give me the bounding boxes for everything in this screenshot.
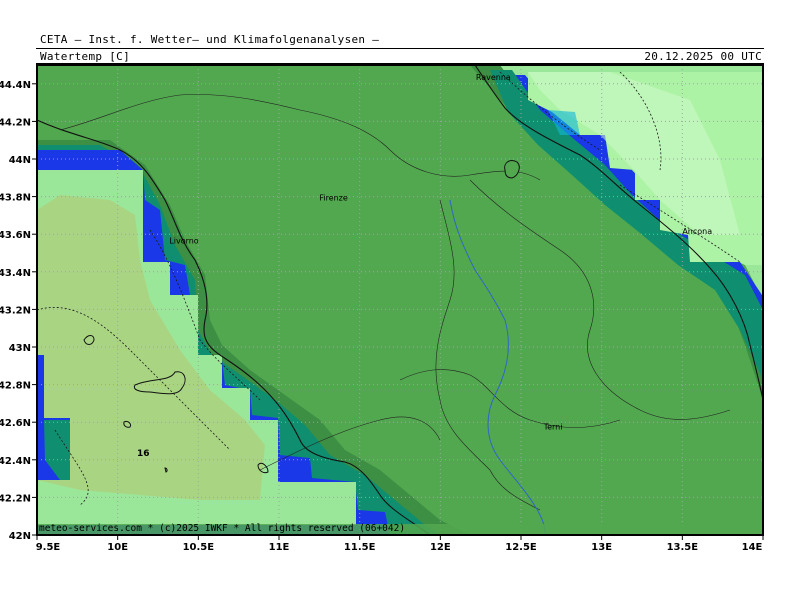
- islands: [83, 335, 269, 474]
- x-tick-label: 11.5E: [344, 542, 376, 553]
- header-divider-lower: [36, 63, 764, 64]
- contour-label: 16: [137, 449, 150, 459]
- y-tick-label: 44.4N: [0, 80, 31, 91]
- y-tick-label: 43.8N: [0, 193, 31, 204]
- x-tick-label: 11E: [269, 542, 290, 553]
- x-tick-label: 13E: [591, 542, 612, 553]
- y-tick-label: 42.8N: [0, 381, 31, 392]
- institute-title: CETA — Inst. f. Wetter— und Klimafolgena…: [40, 33, 380, 46]
- y-tick-label: 43.4N: [0, 268, 31, 279]
- city-labels: Ravenna Firenze Livorno Ancona Terni: [169, 73, 712, 432]
- bottom-strip: [37, 524, 763, 535]
- x-tick-label: 10.5E: [183, 542, 215, 553]
- x-tick-label: 12.5E: [505, 542, 537, 553]
- x-tick-label: 10E: [107, 542, 128, 553]
- city-label-livorno: Livorno: [169, 237, 199, 246]
- map-frame: [36, 64, 764, 536]
- y-tick-label: 44N: [9, 155, 31, 166]
- y-tick-label: 42N: [9, 531, 31, 542]
- city-label-ancona: Ancona: [682, 227, 712, 236]
- adriatic-teal-band: [490, 70, 763, 380]
- map-field: [37, 65, 763, 535]
- parameter-label: Watertemp [C]: [40, 50, 130, 63]
- regional-borders: [59, 94, 731, 511]
- x-tick-label: 9.5E: [36, 542, 61, 553]
- axis-ticks: 9.5E 10E 10.5E 11E 11.5E 12E 12.5E 13E 13.5E 14E 4…: [0, 80, 764, 553]
- city-label-ravenna: Ravenna: [476, 73, 511, 82]
- y-tick-label: 43.6N: [0, 230, 31, 241]
- lake-trasimeno: [504, 160, 520, 179]
- tyrrhenian-left-band: [44, 420, 70, 480]
- x-tick-label: 14E: [742, 542, 763, 553]
- city-label-terni: Terni: [543, 423, 563, 432]
- y-tick-label: 42.6N: [0, 418, 31, 429]
- adriatic-cyan-patch: [548, 110, 580, 135]
- city-label-firenze: Firenze: [319, 193, 348, 202]
- y-tick-label: 44.2N: [0, 117, 31, 128]
- adriatic-coastline: [474, 65, 763, 401]
- x-tick-label: 13.5E: [667, 542, 699, 553]
- tyrrhenian-coastline: [37, 119, 431, 535]
- tyrrhenian-warm-water: [37, 195, 265, 500]
- adriatic-coastal-band: [470, 65, 763, 400]
- header-divider: [36, 48, 764, 49]
- y-tick-label: 43N: [9, 343, 31, 354]
- y-tick-label: 42.2N: [0, 493, 31, 504]
- graticule: [37, 65, 763, 535]
- y-tick-label: 43.2N: [0, 305, 31, 316]
- y-tick-label: 42.4N: [0, 456, 31, 467]
- copyright-notice: meteo-services.com * (c)2025 IWKF * All …: [39, 523, 405, 534]
- temperature-contours: [37, 71, 741, 506]
- valid-time: 20.12.2025 00 UTC: [644, 50, 762, 63]
- x-tick-label: 12E: [430, 542, 451, 553]
- adriatic-pale-sea: [528, 72, 740, 235]
- tiber-river: [449, 199, 546, 535]
